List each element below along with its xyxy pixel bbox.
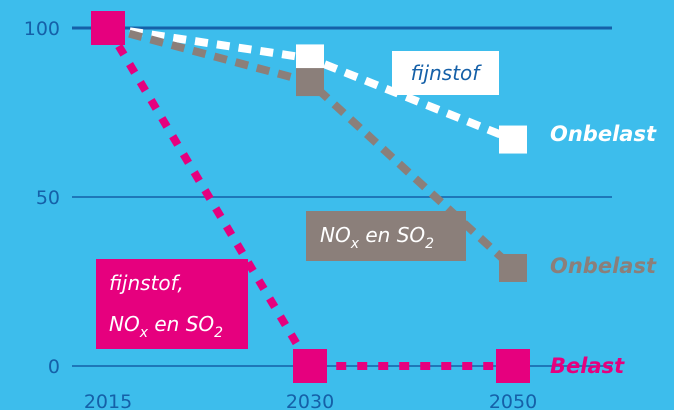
- end-label-fijnstof: Onbelast: [550, 122, 657, 146]
- data-point-fijnstof-2030: [296, 44, 324, 73]
- data-point-nox_so2-2030: [296, 68, 324, 97]
- y-tick-label: 50: [36, 187, 60, 209]
- series-labels: fijnstof NOx en SO2 fijnstof, NOx en SO2 Onb…: [96, 51, 657, 378]
- end-label-belast: Belast: [550, 354, 625, 378]
- series-line-belast: [104, 25, 513, 370]
- series-layer: [91, 11, 530, 383]
- series-label-belast-line2: NOx en SO2: [109, 312, 223, 341]
- y-axis-ticks: 0 50 100: [24, 18, 60, 378]
- label-box-fijnstof: [392, 51, 499, 95]
- x-tick-label: 2015: [84, 391, 132, 410]
- x-tick-label: 2050: [489, 391, 537, 410]
- x-axis-ticks: 2015 2030 2050: [84, 391, 537, 410]
- end-label-nox-so2: Onbelast: [550, 254, 657, 278]
- series-label-belast-line1: fijnstof,: [109, 271, 184, 295]
- data-point-fijnstof-2050: [499, 125, 527, 154]
- series-label-fijnstof: fijnstof: [411, 61, 483, 85]
- label-box-nox-so2: [306, 211, 466, 261]
- data-point-belast-2030: [293, 349, 327, 383]
- data-point-belast-2050: [496, 349, 530, 383]
- label-box-belast: [96, 259, 248, 349]
- y-tick-label: 0: [48, 356, 60, 378]
- y-tick-label: 100: [24, 18, 60, 40]
- data-point-nox_so2-2050: [499, 253, 527, 282]
- data-point-belast-2015: [91, 11, 125, 45]
- x-tick-label: 2030: [286, 391, 334, 410]
- series-label-nox-so2: NOx en SO2: [320, 223, 434, 252]
